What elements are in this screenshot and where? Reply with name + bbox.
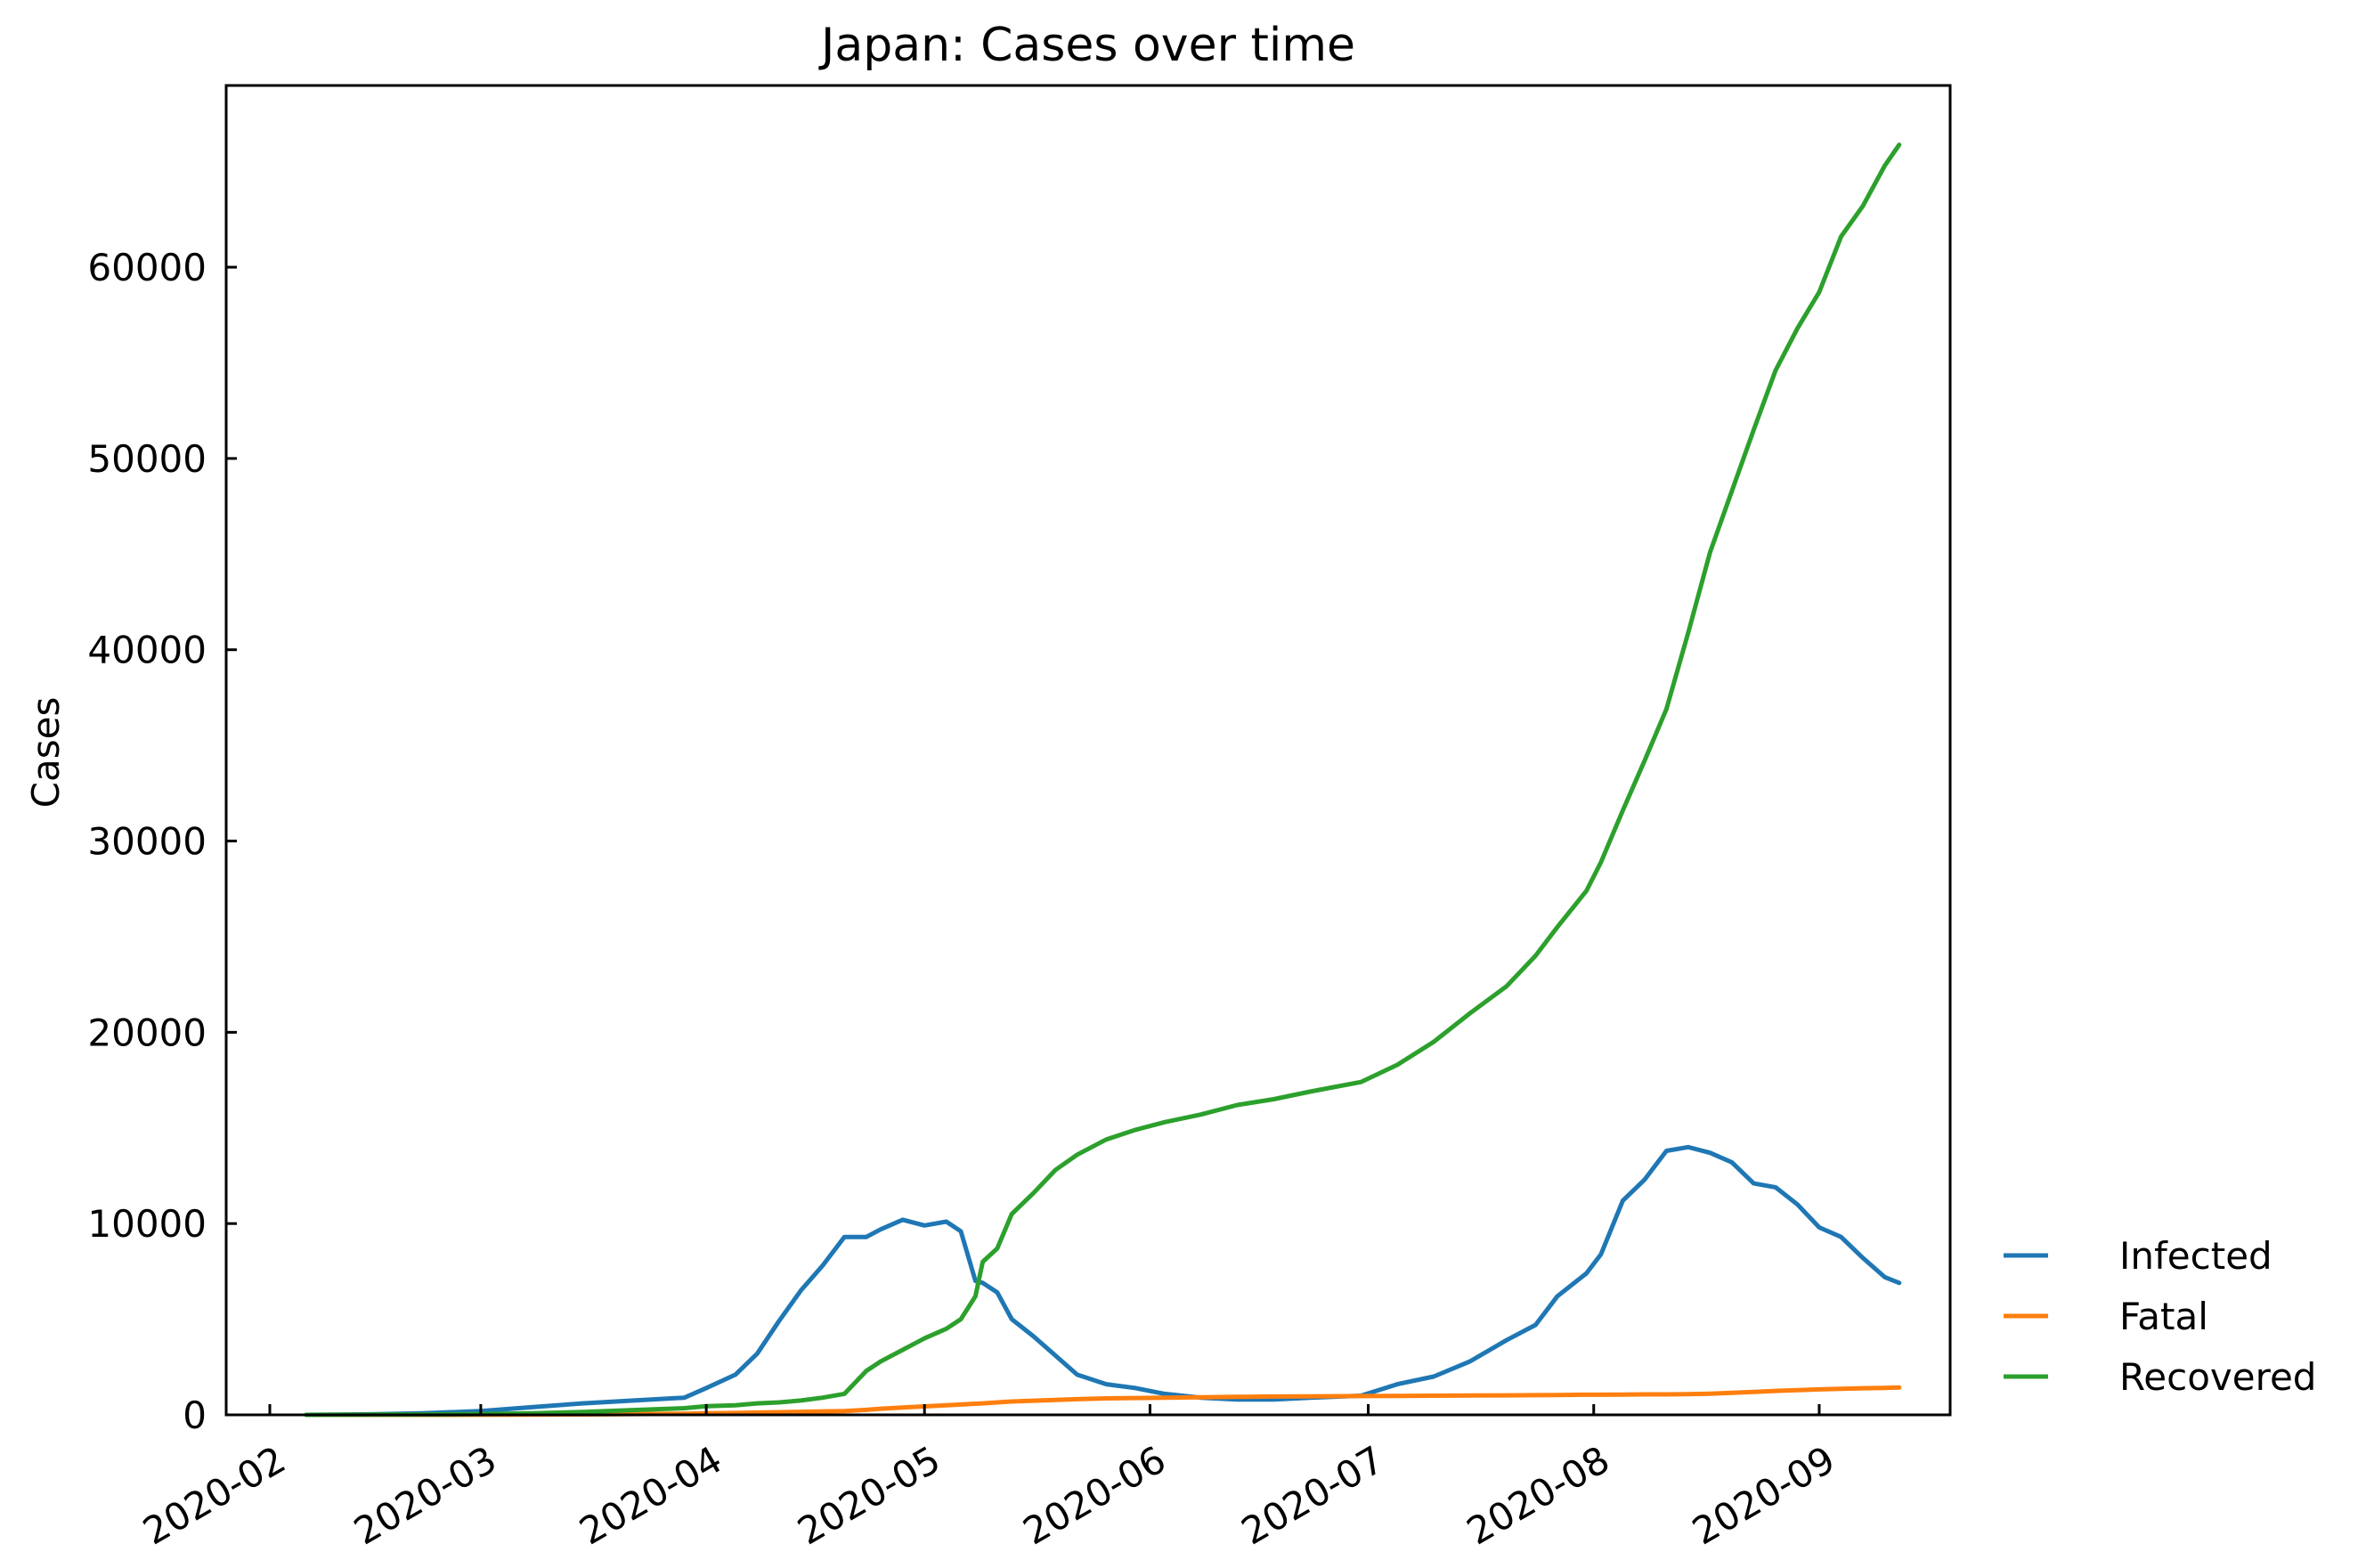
legend-label-recovered: Recovered — [2119, 1355, 2316, 1399]
plot-frame — [224, 84, 1952, 1417]
y-tick-label: 0 — [183, 1393, 207, 1437]
series-line-recovered — [304, 142, 1902, 1418]
x-tick-label: 2020-08 — [1459, 1437, 1616, 1553]
y-tick-label: 60000 — [87, 246, 207, 289]
y-tick-label: 30000 — [87, 820, 207, 864]
x-tick-label: 2020-04 — [572, 1437, 728, 1553]
y-tick-label: 20000 — [87, 1011, 207, 1054]
legend: Infected Fatal Recovered — [2004, 1234, 2316, 1399]
y-tick-label: 50000 — [87, 437, 207, 481]
x-tick-label: 2020-03 — [346, 1437, 503, 1553]
series-line-fatal — [304, 1385, 1902, 1418]
chart-title: Japan: Cases over time — [818, 19, 1355, 72]
y-tick-label: 40000 — [87, 629, 207, 672]
x-tick-label: 2020-02 — [135, 1437, 292, 1553]
x-tick-label: 2020-05 — [791, 1437, 947, 1553]
x-tick-label: 2020-06 — [1016, 1437, 1173, 1553]
y-axis: 0 10000 20000 30000 40000 50000 60000 — [87, 246, 237, 1437]
legend-label-infected: Infected — [2119, 1234, 2272, 1278]
legend-label-fatal: Fatal — [2119, 1295, 2208, 1338]
series-line-infected — [304, 1144, 1902, 1418]
y-axis-label: Cases — [24, 697, 68, 808]
x-tick-label: 2020-09 — [1685, 1437, 1842, 1553]
y-tick-label: 10000 — [87, 1202, 207, 1246]
x-tick-label: 2020-07 — [1234, 1437, 1391, 1553]
x-axis: 2020-02 2020-03 2020-04 2020-05 2020-06 2020-… — [135, 1404, 1842, 1554]
series-layer — [304, 142, 1902, 1418]
